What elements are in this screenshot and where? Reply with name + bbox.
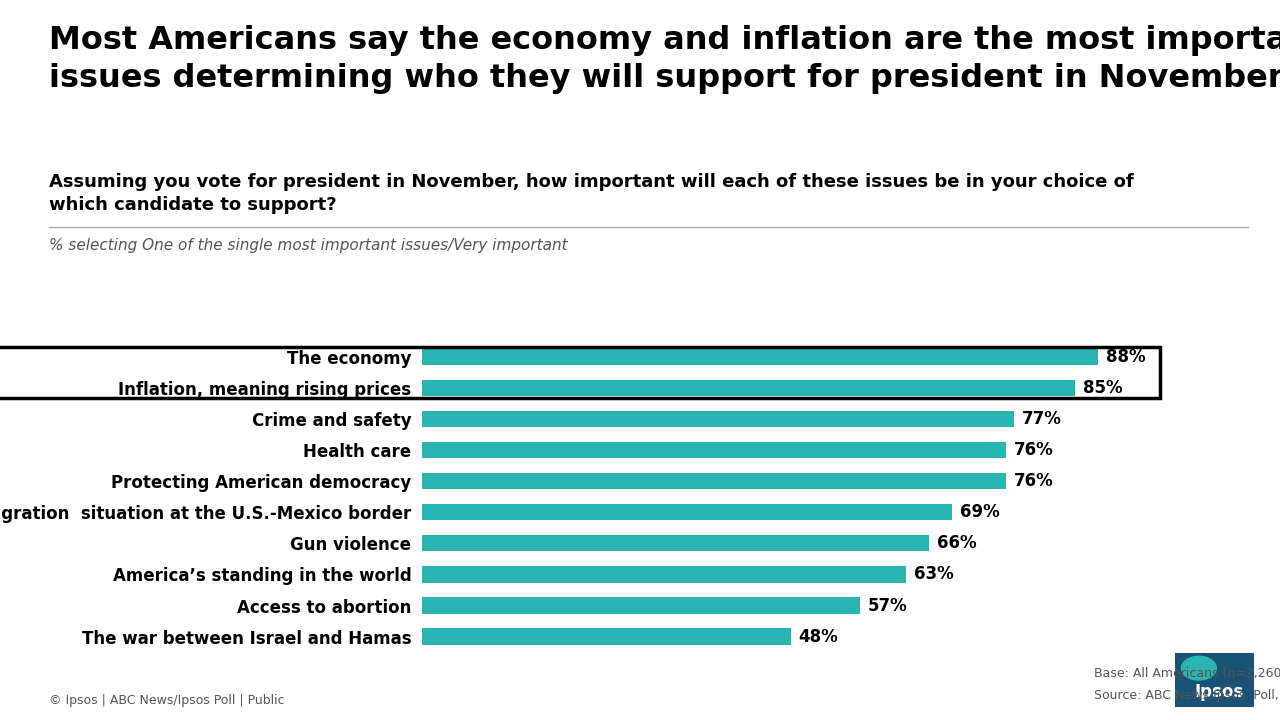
- Text: Source: ABC News/Ipsos  Poll, fielded April 25-30, 2024: Source: ABC News/Ipsos Poll, fielded Apr…: [1094, 689, 1280, 702]
- Text: 85%: 85%: [1083, 379, 1123, 397]
- Text: 69%: 69%: [960, 503, 1000, 521]
- Text: 77%: 77%: [1021, 410, 1061, 428]
- Circle shape: [1181, 657, 1216, 680]
- Bar: [422, 411, 1014, 427]
- Bar: [422, 629, 791, 644]
- Text: Assuming you vote for president in November, how important will each of these is: Assuming you vote for president in Novem…: [49, 173, 1133, 215]
- Bar: [422, 567, 906, 582]
- Text: % selecting One of the single most important issues/Very important: % selecting One of the single most impor…: [49, 238, 567, 253]
- Text: 63%: 63%: [914, 565, 954, 583]
- Bar: [422, 349, 1098, 365]
- Text: Ipsos: Ipsos: [1194, 683, 1243, 701]
- Bar: [422, 442, 1006, 459]
- Text: Most Americans say the economy and inflation are the most important
issues deter: Most Americans say the economy and infla…: [49, 25, 1280, 94]
- Bar: [422, 473, 1006, 490]
- Text: 76%: 76%: [1014, 472, 1053, 490]
- Bar: [422, 535, 929, 552]
- Bar: [422, 504, 952, 521]
- Bar: [0, 347, 1160, 398]
- Text: 76%: 76%: [1014, 441, 1053, 459]
- Bar: [422, 380, 1075, 396]
- Text: 88%: 88%: [1106, 348, 1146, 366]
- Text: 66%: 66%: [937, 534, 977, 552]
- Text: 57%: 57%: [868, 596, 908, 614]
- Text: Base: All Americans (n=2,260): Base: All Americans (n=2,260): [1094, 667, 1280, 680]
- Bar: [422, 598, 860, 613]
- Text: © Ipsos | ABC News/Ipsos Poll | Public: © Ipsos | ABC News/Ipsos Poll | Public: [49, 694, 284, 707]
- Text: 48%: 48%: [799, 628, 838, 646]
